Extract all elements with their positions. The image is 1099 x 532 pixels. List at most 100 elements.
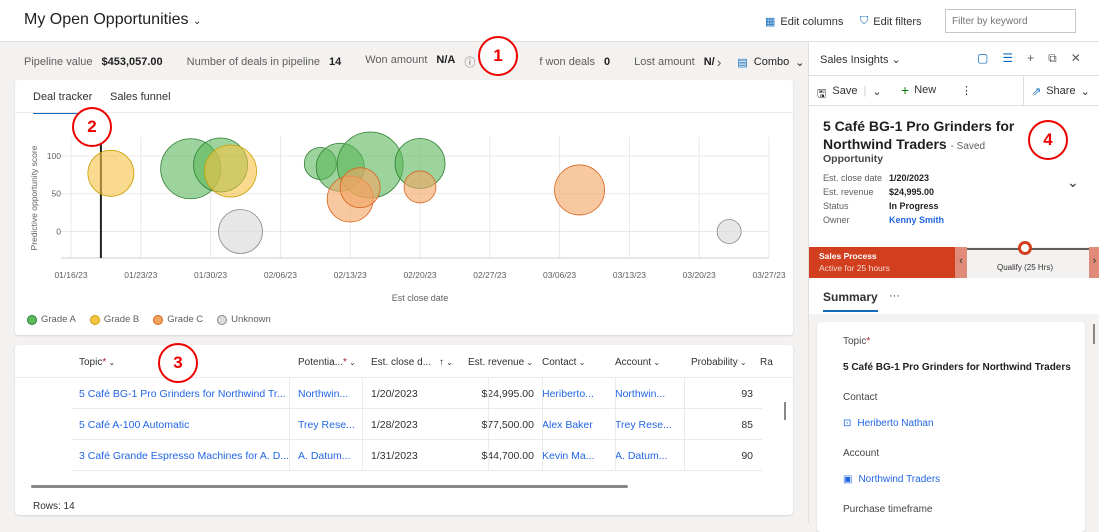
cell-divider	[488, 440, 489, 471]
table-cell[interactable]: A. Datum...	[615, 450, 668, 462]
command-bar: 🖫 Save | ⌄ + New ⋮ ⇗ Share ⌄	[809, 75, 1099, 106]
horizontal-scrollbar[interactable]	[21, 482, 781, 492]
new-button[interactable]: + New	[901, 82, 936, 98]
table-cell[interactable]: Alex Baker	[542, 419, 593, 431]
chevron-left-icon[interactable]: ‹	[955, 247, 967, 278]
edit-columns-button[interactable]: ▦ Edit columns	[765, 15, 843, 29]
column-header[interactable]: Potentia...* ⌄	[298, 357, 356, 368]
kpi-value: N/	[703, 56, 715, 68]
legend-item[interactable]: Grade C	[153, 314, 203, 325]
table-cell: $44,700.00	[481, 450, 534, 462]
list-icon[interactable]: ☰	[1002, 51, 1014, 65]
chevron-down-icon[interactable]: ⌄	[1067, 174, 1079, 190]
x-tick-label: 03/20/23	[683, 270, 716, 280]
bubble-unknown[interactable]	[716, 219, 742, 244]
form-field-value[interactable]: ▣ Northwind Traders	[843, 474, 940, 485]
table-cell[interactable]: A. Datum...	[298, 450, 351, 462]
form-field-label: Account	[843, 448, 879, 459]
column-header[interactable]: Probability ⌄	[691, 357, 747, 368]
save-icon: 🖫	[817, 88, 827, 100]
chevron-right-icon[interactable]: ›	[716, 54, 722, 70]
form-field-label: Contact	[843, 392, 877, 403]
field-label: Owner	[823, 215, 850, 225]
more-icon[interactable]: ⋮	[961, 85, 972, 97]
bubble-grade-c[interactable]	[554, 164, 605, 216]
column-header[interactable]: Account ⌄	[615, 357, 660, 368]
legend-item[interactable]: Unknown	[217, 314, 271, 325]
kpi-deal-count: Number of deals in pipeline 14	[187, 56, 342, 68]
bubble-grade-b[interactable]	[87, 149, 135, 197]
column-header-label: Ra	[760, 357, 773, 368]
tab-summary[interactable]: Summary	[823, 290, 878, 312]
form-field-value[interactable]: 5 Café BG-1 Pro Grinders for Northwind T…	[843, 362, 1071, 373]
chevron-right-icon[interactable]: ›	[1089, 247, 1099, 278]
process-name[interactable]: Sales Process Active for 25 hours	[809, 247, 955, 278]
label-text: Topic	[843, 336, 867, 347]
field-value: $24,995.00	[889, 187, 935, 197]
view-selector[interactable]: ▤ Combo ⌄	[737, 56, 804, 69]
table-cell[interactable]: Northwin...	[615, 388, 666, 400]
view-selector-label: Combo	[753, 55, 790, 68]
app-selector[interactable]: Sales Insights ⌄	[820, 53, 901, 66]
vertical-scrollbar[interactable]	[784, 390, 790, 480]
y-axis-title: Predictive opportunity score	[29, 145, 39, 250]
field-value[interactable]: Kenny Smith	[889, 215, 945, 225]
legend-item[interactable]: Grade A	[27, 314, 76, 325]
close-icon[interactable]: ✕	[1070, 51, 1081, 65]
column-header[interactable]: Est. close d... ↑ ⌄	[371, 357, 453, 368]
save-button[interactable]: 🖫 Save | ⌄	[817, 85, 882, 104]
plus-icon: +	[901, 82, 910, 98]
edit-filters-button[interactable]: ⛉ Edit filters	[860, 15, 922, 28]
record-title: 5 Café BG-1 Pro Grinders for Northwind T…	[823, 117, 1023, 156]
bubble-unknown[interactable]	[218, 209, 263, 254]
x-tick-label: 02/27/23	[473, 270, 506, 280]
filter-keyword-input[interactable]	[945, 9, 1076, 33]
kpi-lost-amount: Lost amount N/	[634, 56, 715, 68]
add-icon[interactable]: +	[1027, 51, 1035, 65]
table-cell[interactable]: Kevin Ma...	[542, 450, 595, 462]
bubble-grade-b[interactable]	[204, 144, 257, 198]
chevron-down-icon: ⌄	[651, 358, 661, 367]
table-cell[interactable]: 5 Café BG-1 Pro Grinders for Northwind T…	[79, 388, 286, 400]
bubble-grade-c[interactable]	[339, 167, 381, 209]
bubble-grade-c[interactable]	[403, 170, 437, 204]
more-tabs-icon[interactable]: ···	[889, 290, 900, 302]
tab-sales-funnel[interactable]: Sales funnel	[110, 91, 171, 103]
popout-icon[interactable]: ⧉	[1048, 51, 1057, 65]
tab-deal-tracker[interactable]: Deal tracker	[33, 91, 93, 114]
chat-icon[interactable]: ▢	[977, 51, 989, 65]
info-icon[interactable]: ⓘ	[464, 57, 476, 69]
table-row[interactable]: 5 Café A-100 Automatic Trey Rese... 1/28/2…	[72, 409, 762, 440]
stage-label[interactable]: Qualify (25 Hrs)	[997, 263, 1054, 272]
form-field-label: Purchase timeframe	[843, 504, 932, 515]
table-cell[interactable]: 3 Café Grande Espresso Machines for A. D…	[79, 450, 290, 462]
table-row[interactable]: 3 Café Grande Espresso Machines for A. D…	[72, 440, 762, 471]
columns-icon: ▦	[765, 16, 776, 28]
column-header[interactable]: Ra	[760, 357, 773, 368]
stage-target-icon[interactable]	[1018, 241, 1032, 255]
table-cell[interactable]: 5 Café A-100 Automatic	[79, 419, 190, 431]
vertical-scrollbar[interactable]	[1093, 324, 1095, 344]
kpi-pipeline-value: Pipeline value $453,057.00	[24, 56, 163, 68]
table-row[interactable]: 5 Café BG-1 Pro Grinders for Northwind T…	[72, 378, 762, 409]
view-title[interactable]: My Open Opportunities ⌄	[24, 11, 201, 29]
table-cell: 90	[741, 450, 753, 462]
table-cell[interactable]: Trey Rese...	[298, 419, 355, 431]
chevron-down-icon[interactable]: ⌄	[872, 86, 882, 98]
table-cell: $24,995.00	[481, 388, 534, 400]
table-cell[interactable]: Northwin...	[298, 388, 349, 400]
callout-number: 1	[493, 46, 503, 65]
table-cell[interactable]: Heriberto...	[542, 388, 594, 400]
sort-ascending-icon: ↑	[439, 357, 445, 368]
column-header[interactable]: Contact ⌄	[542, 357, 585, 368]
column-header[interactable]: Topic* ⌄	[79, 357, 115, 368]
share-button[interactable]: ⇗ Share ⌄	[1023, 76, 1090, 106]
callout-number: 2	[87, 117, 97, 136]
column-header-label: Contact	[542, 357, 577, 368]
table-cell[interactable]: Trey Rese...	[615, 419, 672, 431]
y-tick-label: 0	[56, 227, 61, 237]
column-header[interactable]: Est. revenue ⌄	[468, 357, 533, 368]
kpi-label: Number of deals in pipeline	[186, 56, 320, 68]
form-field-value[interactable]: ⊡ Heriberto Nathan	[843, 418, 934, 429]
legend-item[interactable]: Grade B	[89, 314, 139, 325]
